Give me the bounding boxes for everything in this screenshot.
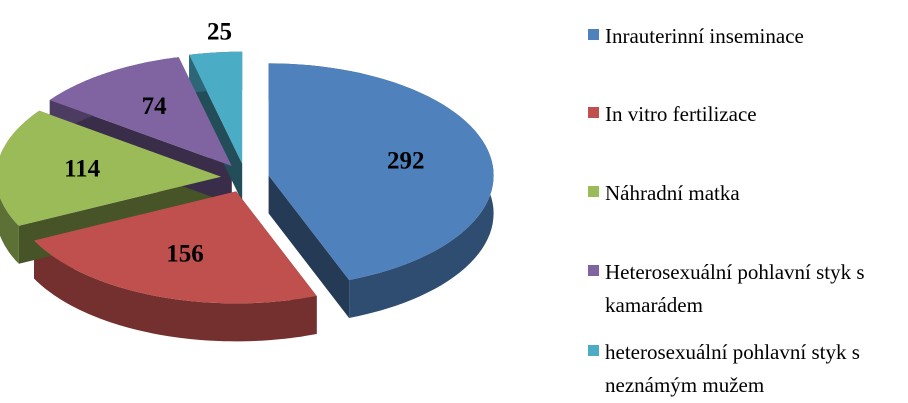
legend-item: Heterosexuální pohlavní styk s kamarádem (588, 256, 900, 322)
data-label: 156 (166, 241, 204, 268)
slice (49, 57, 232, 167)
slice-wall (268, 175, 350, 318)
slice (34, 191, 317, 304)
legend-label: heterosexuální pohlavní styk s neznámým … (605, 340, 860, 397)
legend-swatch (588, 345, 599, 356)
legend-item: heterosexuální pohlavní styk s neznámým … (588, 336, 900, 402)
legend-swatch (588, 186, 599, 197)
data-label: 25 (207, 18, 232, 45)
legend-item: Inrauterinní inseminace (588, 20, 900, 53)
legend-swatch (588, 107, 599, 118)
legend-swatch (588, 265, 599, 276)
legend-label: Heterosexuální pohlavní styk s kamarádem (605, 260, 865, 317)
slice-side (34, 240, 317, 342)
slice (268, 63, 494, 281)
legend-item: Náhradní matka (588, 177, 900, 210)
slice (189, 51, 243, 164)
data-label: 74 (142, 93, 168, 120)
data-label: 292 (387, 147, 425, 174)
data-label: 114 (64, 155, 101, 182)
legend-label: In vitro fertilizace (605, 102, 757, 126)
legend-item: In vitro fertilizace (588, 98, 900, 131)
chart: 292 156 114 74 25 (0, 18, 494, 342)
legend-label: Náhradní matka (605, 181, 740, 205)
pie-tops: 292 156 114 74 25 (0, 18, 494, 304)
legend-label: Inrauterinní inseminace (605, 24, 804, 48)
slice (0, 110, 222, 226)
legend-swatch (588, 29, 599, 40)
